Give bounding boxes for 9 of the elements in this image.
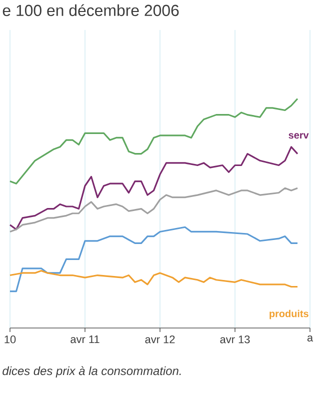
series-label: serv bbox=[288, 133, 309, 139]
text: produits bbox=[270, 310, 308, 320]
text: dices des prix à la consommation. bbox=[2, 366, 181, 378]
x-tick-label: 10 bbox=[4, 336, 16, 344]
x-tick-label: avr 11 bbox=[70, 336, 100, 344]
x-tick-label: avr 12 bbox=[145, 336, 175, 344]
chart-title: e 100 en décembre 2006 bbox=[2, 4, 179, 16]
x-tick-label: avr 13 bbox=[220, 336, 250, 344]
x-tick-label: a bbox=[307, 336, 314, 342]
